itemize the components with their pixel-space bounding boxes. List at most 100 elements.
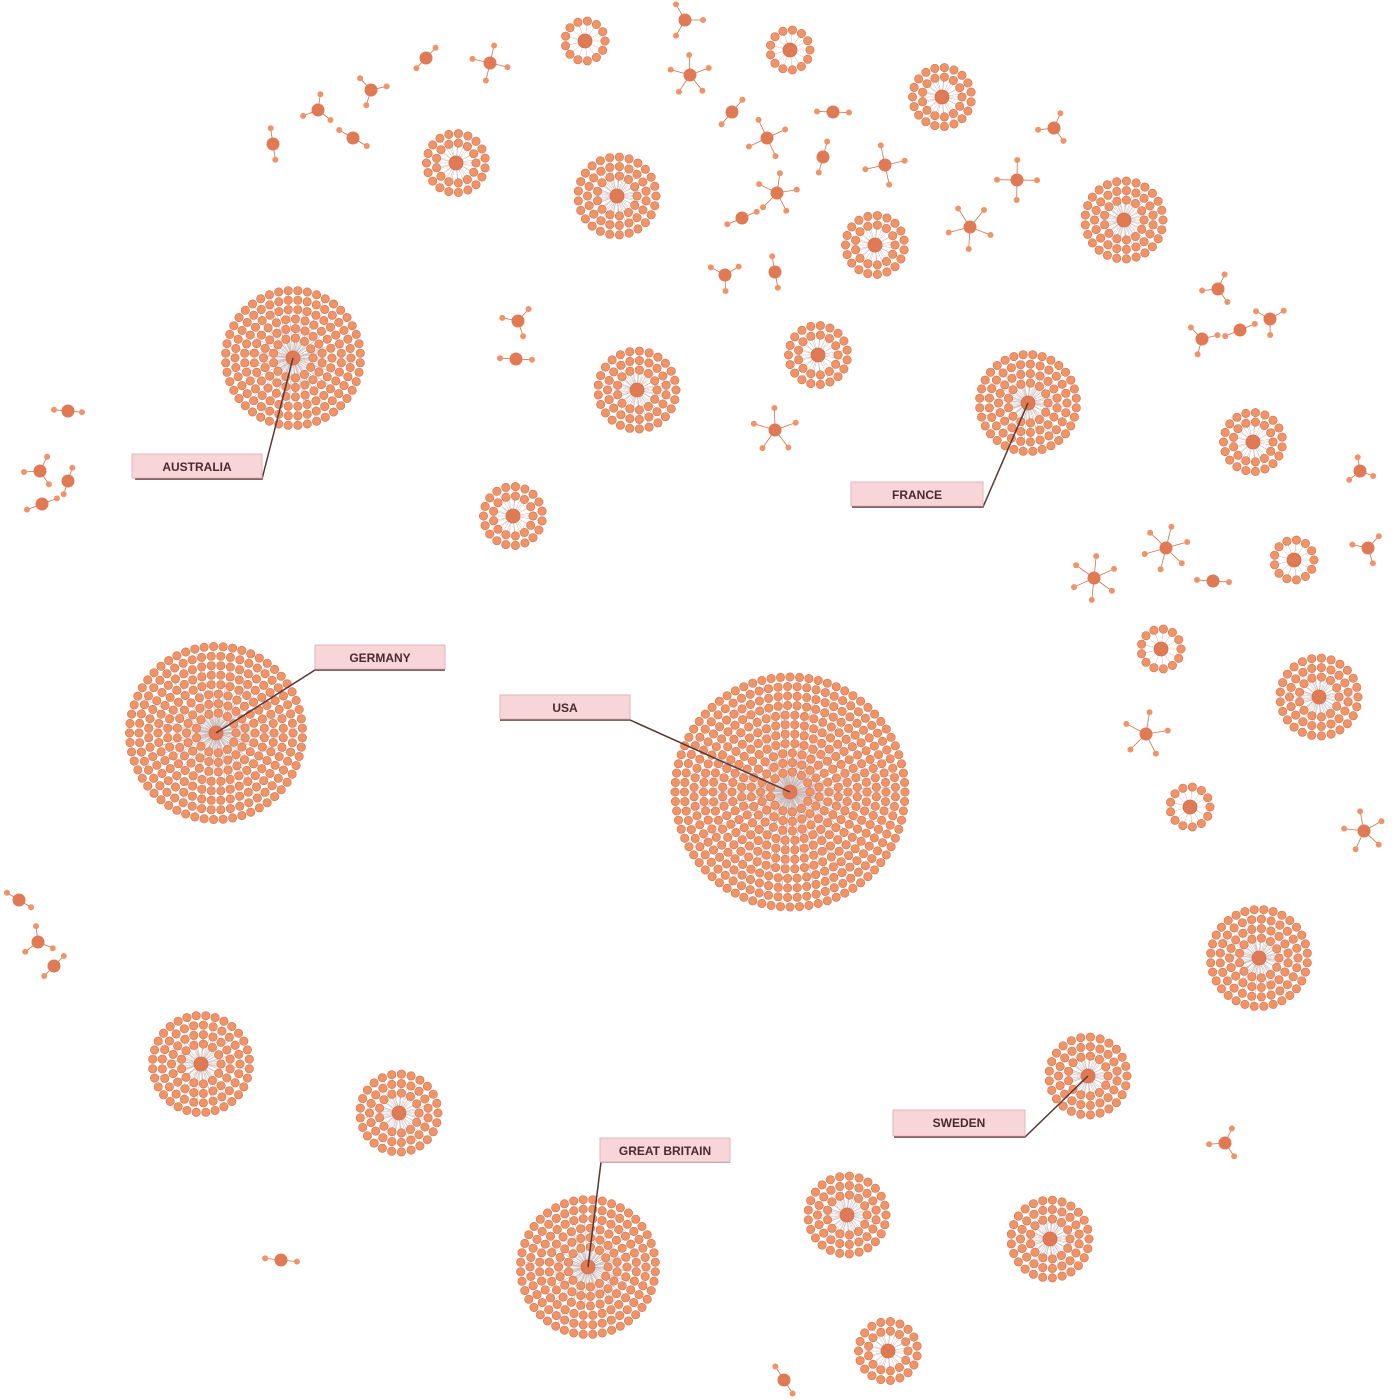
leaf-node xyxy=(783,350,793,360)
hub-node[interactable] xyxy=(364,83,378,97)
hub-node-hub-a[interactable] xyxy=(1251,950,1267,966)
hub-node[interactable] xyxy=(511,314,525,328)
hub-node[interactable] xyxy=(346,131,360,145)
leaf-node xyxy=(1016,379,1026,389)
leaf-node xyxy=(346,353,356,363)
hub-node-hub-b[interactable] xyxy=(1116,212,1132,228)
hub-node[interactable] xyxy=(1218,1136,1232,1150)
hub-node-hub-f[interactable] xyxy=(782,42,798,58)
leaf-node xyxy=(844,1239,854,1249)
hub-node[interactable] xyxy=(768,423,782,437)
leaf-node xyxy=(787,826,797,836)
leaf-node xyxy=(672,768,682,778)
leaf-node xyxy=(708,729,718,739)
label-usa[interactable]: USA xyxy=(499,694,791,793)
hub-node-hub-n[interactable] xyxy=(1153,641,1169,657)
hub-node[interactable] xyxy=(826,105,840,119)
hub-node[interactable] xyxy=(1211,282,1225,296)
leaf-node xyxy=(1375,841,1382,848)
leaf-node xyxy=(233,334,243,344)
hub-node[interactable] xyxy=(1353,464,1367,478)
leaf-node xyxy=(1101,1062,1111,1072)
leaf-node xyxy=(463,131,473,141)
leaf-node xyxy=(615,1311,625,1321)
leaf-node xyxy=(1256,924,1266,934)
hub-node[interactable] xyxy=(1206,574,1220,588)
hub-node-hub-s[interactable] xyxy=(1042,1231,1058,1247)
hub-node[interactable] xyxy=(718,268,732,282)
hub-node-hub-k[interactable] xyxy=(505,508,521,524)
hub-node-hub-j[interactable] xyxy=(629,382,645,398)
leaf-node xyxy=(157,1054,167,1064)
hub-node[interactable] xyxy=(963,220,977,234)
hub-node[interactable] xyxy=(12,893,26,907)
hub-node-hub-h[interactable] xyxy=(867,237,883,253)
hub-node[interactable] xyxy=(1195,332,1209,346)
hub-node[interactable] xyxy=(274,1253,288,1267)
hub-node[interactable] xyxy=(47,959,61,973)
hub-node[interactable] xyxy=(1087,571,1101,585)
hub-node[interactable] xyxy=(777,1373,791,1387)
hub-node[interactable] xyxy=(61,474,75,488)
hub-node[interactable] xyxy=(1357,824,1371,838)
hub-node[interactable] xyxy=(1361,541,1375,555)
hub-node-hub-t[interactable] xyxy=(880,1343,896,1359)
hub-node[interactable] xyxy=(1139,727,1153,741)
hub-node[interactable] xyxy=(768,265,782,279)
leaf-node xyxy=(1266,980,1276,990)
hub-node-hub-o[interactable] xyxy=(1182,799,1198,815)
leaf-node xyxy=(248,299,258,309)
hub-node-hub-m[interactable] xyxy=(1311,689,1327,705)
label-germany[interactable]: GERMANY xyxy=(215,644,446,734)
hub-node[interactable] xyxy=(816,150,830,164)
hub-node-hub-d[interactable] xyxy=(448,155,464,171)
hub-node[interactable] xyxy=(33,464,47,478)
hub-node[interactable] xyxy=(760,131,774,145)
leaf-node xyxy=(809,850,819,860)
hub-node[interactable] xyxy=(683,68,697,82)
label-great-britain[interactable]: GREAT BRITAIN xyxy=(587,1137,731,1268)
leaf-node xyxy=(45,481,52,488)
leaf-node xyxy=(739,823,749,833)
hub-node[interactable] xyxy=(735,211,749,225)
leaf-node xyxy=(820,866,830,876)
leaf-node xyxy=(578,1320,588,1330)
hub-node-hub-e[interactable] xyxy=(577,33,593,49)
hub-node[interactable] xyxy=(678,13,692,27)
hub-node[interactable] xyxy=(878,158,892,172)
hub-node-hub-u[interactable] xyxy=(1286,552,1302,568)
hub-node[interactable] xyxy=(1263,312,1277,326)
hub-node[interactable] xyxy=(266,137,280,151)
hub-node[interactable] xyxy=(509,352,523,366)
hub-node[interactable] xyxy=(311,103,325,117)
hub-node-hub-q[interactable] xyxy=(391,1105,407,1121)
label-sweden[interactable]: SWEDEN xyxy=(892,1075,1089,1138)
label-france[interactable]: FRANCE xyxy=(850,402,1029,508)
hub-node[interactable] xyxy=(31,935,45,949)
leaf-node xyxy=(256,294,266,304)
hub-node-hub-c[interactable] xyxy=(609,188,625,204)
label-australia[interactable]: AUSTRALIA xyxy=(131,357,294,480)
hub-node-hub-p[interactable] xyxy=(193,1056,209,1072)
leaf-node xyxy=(889,773,899,783)
leaf-node xyxy=(168,1049,178,1059)
hub-node[interactable] xyxy=(35,497,49,511)
hub-node[interactable] xyxy=(1159,541,1173,555)
hub-node[interactable] xyxy=(1010,173,1024,187)
hub-node[interactable] xyxy=(1047,121,1061,135)
leaf-node xyxy=(1095,1044,1105,1054)
label-text-germany: GERMANY xyxy=(349,651,410,665)
hub-node[interactable] xyxy=(725,105,739,119)
hub-node-hub-r[interactable] xyxy=(839,1207,855,1223)
hub-node[interactable] xyxy=(61,404,75,418)
hub-node[interactable] xyxy=(1233,323,1247,337)
hub-node[interactable] xyxy=(419,51,433,65)
leaf-node xyxy=(195,753,205,763)
hub-node[interactable] xyxy=(770,186,784,200)
hub-node[interactable] xyxy=(483,56,497,70)
hub-node-hub-g[interactable] xyxy=(934,89,950,105)
hub-node-hub-i[interactable] xyxy=(810,347,826,363)
leaf-node xyxy=(837,706,847,716)
hub-node-hub-l[interactable] xyxy=(1245,434,1261,450)
star-cluster-star-42 xyxy=(41,953,67,979)
